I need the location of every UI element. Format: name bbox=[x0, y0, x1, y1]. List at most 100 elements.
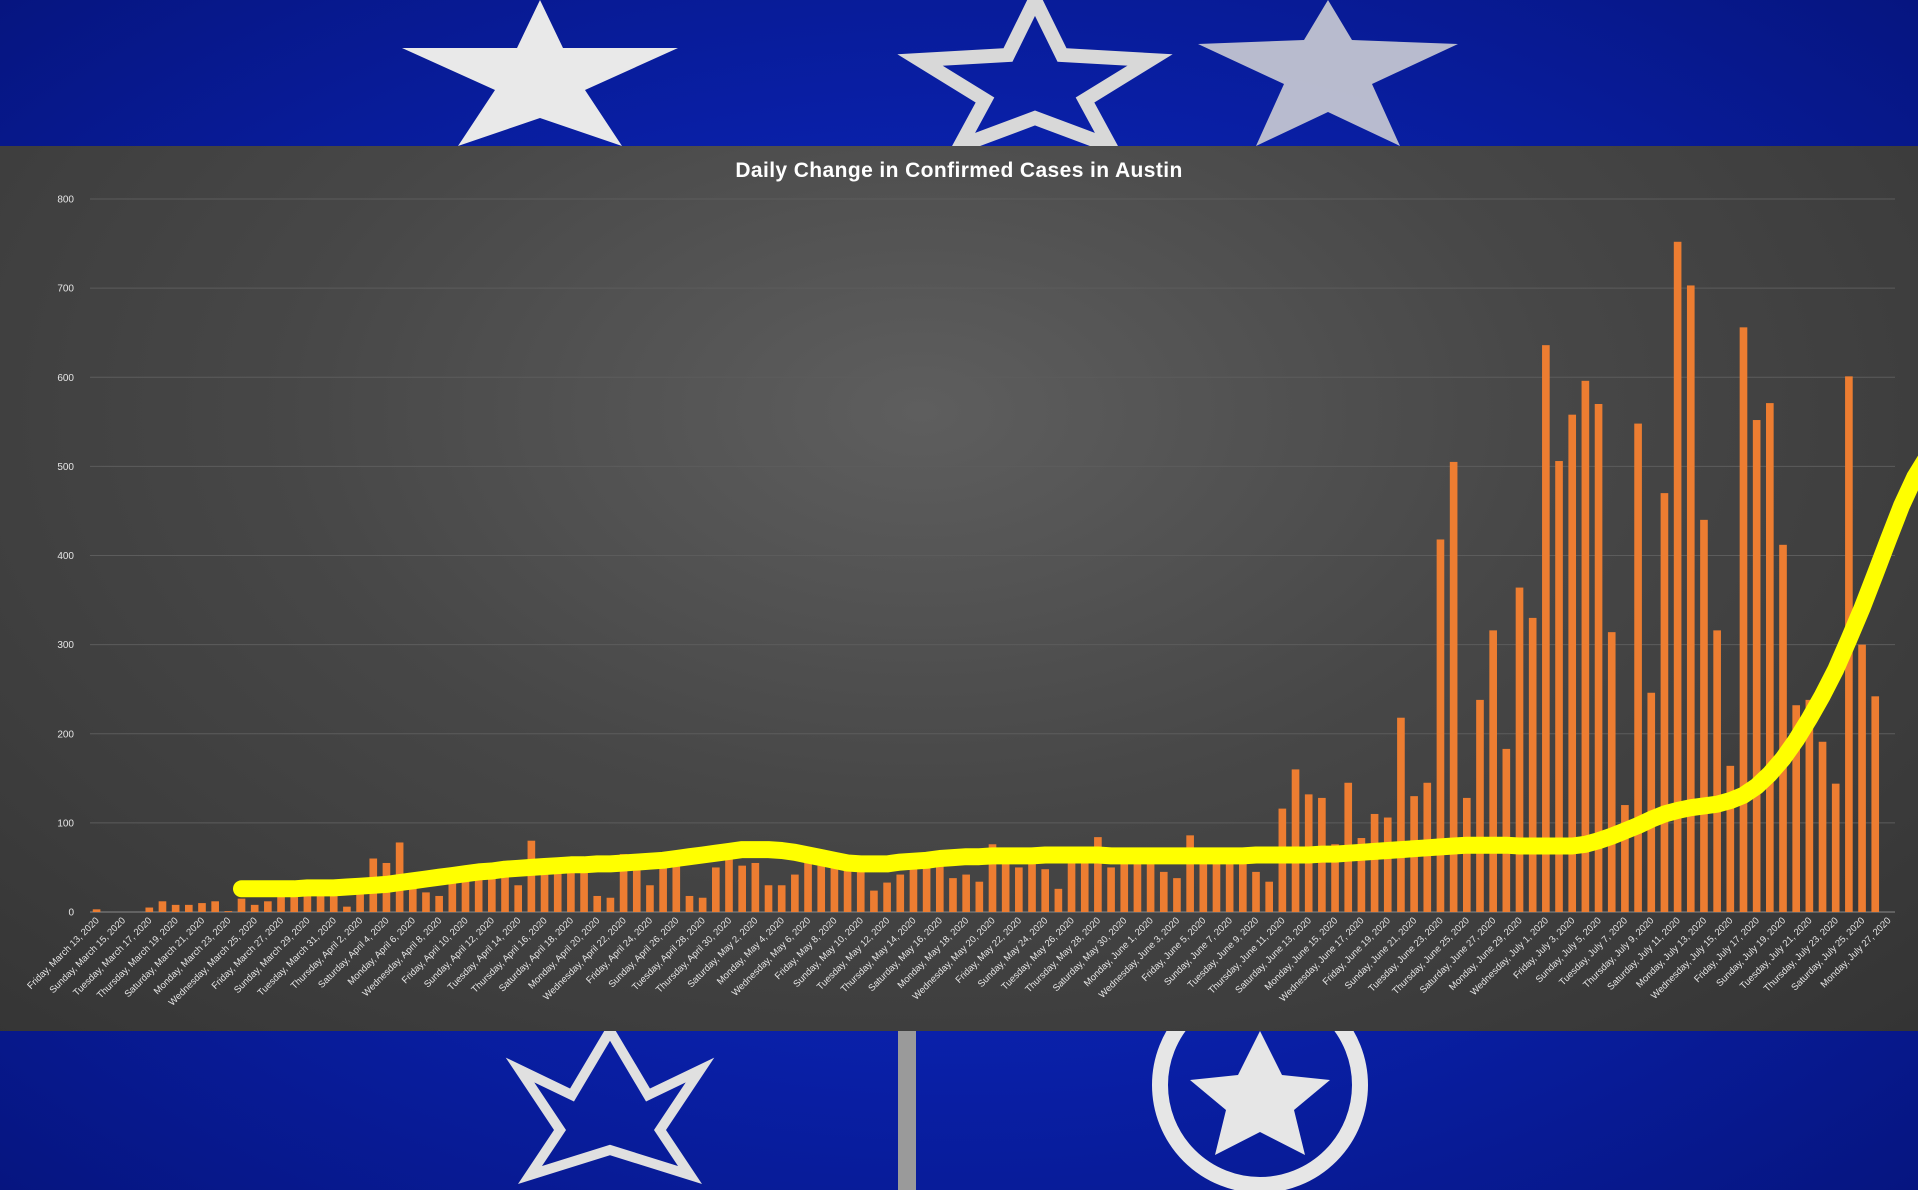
bar bbox=[698, 897, 707, 912]
bar bbox=[725, 847, 733, 912]
bar bbox=[1173, 878, 1181, 912]
bar-chart: Daily Change in Confirmed Cases in Austi… bbox=[25, 159, 1918, 1008]
bar bbox=[461, 876, 470, 912]
star-icon bbox=[897, 0, 1173, 160]
bar bbox=[1713, 630, 1721, 912]
y-tick-label: 400 bbox=[57, 551, 74, 562]
bar bbox=[935, 865, 944, 912]
bar bbox=[1199, 856, 1208, 912]
bar bbox=[1647, 692, 1656, 912]
bar bbox=[1634, 423, 1642, 912]
bar bbox=[145, 907, 154, 912]
bar bbox=[791, 874, 799, 912]
bar bbox=[646, 885, 654, 912]
bar bbox=[672, 853, 681, 912]
bar bbox=[1265, 881, 1273, 912]
y-tick-label: 0 bbox=[68, 908, 74, 919]
bar bbox=[1739, 327, 1748, 913]
bar bbox=[1449, 461, 1458, 912]
bar bbox=[896, 874, 905, 912]
bar bbox=[712, 867, 720, 912]
bar bbox=[448, 876, 457, 912]
bar bbox=[1858, 644, 1866, 913]
bar bbox=[1397, 717, 1405, 912]
bar bbox=[685, 895, 694, 912]
bar bbox=[870, 890, 878, 912]
bar bbox=[1673, 241, 1682, 912]
bar bbox=[1239, 863, 1247, 912]
bar bbox=[1436, 539, 1445, 912]
bar bbox=[777, 885, 786, 912]
bar bbox=[1621, 805, 1629, 912]
bar bbox=[514, 885, 523, 912]
star-icon bbox=[505, 1021, 715, 1184]
bar bbox=[1871, 696, 1880, 912]
bar bbox=[488, 869, 496, 912]
bar bbox=[830, 865, 839, 912]
bar bbox=[1225, 858, 1234, 912]
bar bbox=[949, 878, 957, 912]
bar bbox=[277, 895, 285, 912]
bar bbox=[1555, 461, 1563, 912]
bar bbox=[922, 865, 931, 912]
bar bbox=[422, 892, 430, 912]
bar bbox=[1779, 544, 1787, 912]
bar bbox=[1067, 858, 1076, 912]
bar bbox=[1660, 493, 1669, 912]
bar bbox=[1726, 765, 1735, 912]
bar bbox=[92, 909, 101, 912]
y-tick-label: 200 bbox=[57, 729, 74, 740]
bar bbox=[1094, 837, 1102, 912]
star-icon bbox=[402, 0, 678, 146]
bar bbox=[1818, 741, 1827, 912]
trend-line-layer bbox=[233, 455, 1918, 898]
bar bbox=[553, 860, 562, 912]
bar bbox=[171, 904, 180, 912]
bar bbox=[1581, 380, 1590, 912]
y-tick-label: 600 bbox=[57, 373, 74, 384]
bar bbox=[1252, 871, 1260, 912]
chart-panel: Daily Change in Confirmed Cases in Austi… bbox=[0, 146, 1918, 1031]
bar bbox=[527, 840, 536, 912]
bar bbox=[356, 880, 364, 912]
bar bbox=[1489, 630, 1497, 912]
bar bbox=[1015, 867, 1023, 912]
bar bbox=[751, 862, 760, 912]
bar bbox=[250, 904, 259, 912]
bar bbox=[606, 897, 615, 912]
bar bbox=[1383, 817, 1392, 912]
bar bbox=[988, 844, 997, 912]
bar bbox=[632, 865, 641, 912]
y-tick-label: 800 bbox=[57, 195, 74, 206]
bar bbox=[474, 874, 483, 912]
bar bbox=[1462, 797, 1471, 912]
bar bbox=[1331, 844, 1339, 912]
bar bbox=[1357, 838, 1366, 912]
bar bbox=[962, 874, 970, 912]
bar bbox=[1212, 851, 1221, 912]
star-icon bbox=[1198, 0, 1458, 146]
bar bbox=[408, 885, 417, 912]
bar bbox=[1542, 345, 1550, 912]
bar bbox=[1594, 403, 1603, 912]
bars bbox=[92, 241, 1880, 913]
bar bbox=[738, 865, 746, 912]
bar bbox=[1120, 856, 1129, 912]
bar bbox=[184, 904, 193, 912]
bar bbox=[540, 874, 549, 912]
bar bbox=[856, 865, 865, 912]
bar bbox=[303, 892, 312, 912]
bar bbox=[817, 865, 826, 912]
bar bbox=[1752, 420, 1761, 912]
trend-line bbox=[233, 455, 1918, 898]
bar bbox=[567, 865, 575, 912]
bar bbox=[1186, 835, 1194, 912]
bar bbox=[975, 881, 984, 912]
y-tick-label: 100 bbox=[57, 818, 74, 829]
bar bbox=[329, 894, 338, 912]
bar bbox=[1792, 705, 1801, 912]
bar bbox=[1766, 403, 1774, 912]
bar bbox=[909, 867, 918, 912]
bar bbox=[843, 858, 852, 912]
bar bbox=[593, 895, 602, 912]
